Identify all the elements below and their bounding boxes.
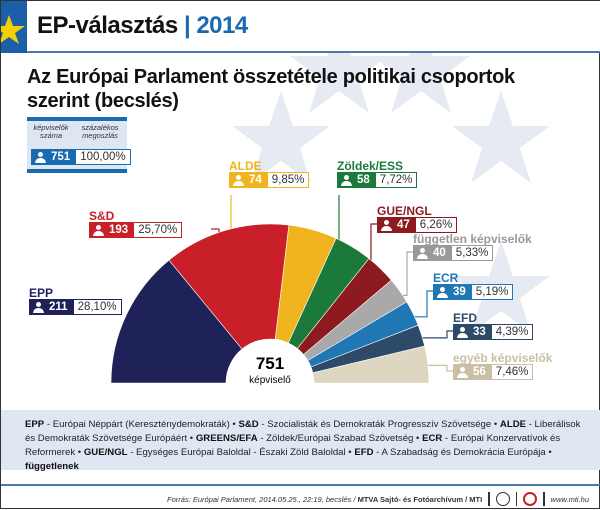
abbreviation-legend: EPP - Európai Néppárt (Kereszténydemokra… bbox=[1, 410, 600, 472]
person-icon bbox=[93, 224, 104, 236]
leader-line-6 bbox=[405, 290, 433, 318]
party-value-box: 40 5,33% bbox=[413, 245, 494, 261]
person-icon bbox=[457, 326, 468, 338]
leader-line-8 bbox=[419, 364, 453, 372]
key-box: képviselők száma százalékos megoszlás 75… bbox=[27, 117, 131, 173]
person-icon bbox=[417, 247, 428, 259]
party-name: független képviselők bbox=[413, 232, 532, 246]
eu-flag-icon bbox=[1, 1, 27, 53]
mti-logo-icon bbox=[523, 492, 538, 506]
source-line: Forrás: Európai Parlament, 2014.05.25., … bbox=[167, 492, 589, 506]
party-name: ALDE bbox=[229, 159, 262, 173]
header: EP-választás | 2014 bbox=[1, 1, 600, 53]
party-name: egyéb képviselők bbox=[453, 351, 553, 365]
party-value-box: 33 4,39% bbox=[453, 324, 534, 340]
person-icon bbox=[341, 174, 352, 186]
party-name: GUE/NGL bbox=[377, 204, 432, 218]
footer-divider bbox=[1, 484, 600, 486]
party-value-box: 211 28,10% bbox=[29, 299, 122, 315]
party-value-box: 58 7,72% bbox=[337, 172, 418, 188]
person-icon bbox=[381, 219, 392, 231]
party-name: EPP bbox=[29, 286, 54, 300]
party-value-box: 193 25,70% bbox=[89, 222, 183, 238]
center-label: képviselő bbox=[249, 375, 291, 386]
party-value-box: 56 7,46% bbox=[453, 364, 534, 380]
mtva-logo-icon bbox=[495, 492, 510, 506]
person-icon bbox=[457, 366, 468, 378]
chart-title: Az Európai Parlament összetétele politik… bbox=[27, 66, 515, 112]
party-name: EFD bbox=[453, 311, 477, 325]
person-icon bbox=[33, 301, 44, 313]
person-icon bbox=[233, 174, 244, 186]
party-value-box: 47 6,26% bbox=[377, 217, 458, 233]
party-name: ECR bbox=[433, 271, 459, 285]
party-name: S&D bbox=[89, 209, 115, 223]
person-icon bbox=[35, 151, 46, 163]
key-values: 751 100,00% bbox=[31, 149, 131, 165]
leader-line-7 bbox=[414, 330, 453, 339]
header-title: EP-választás | 2014 bbox=[37, 12, 248, 39]
center-label: 751 bbox=[256, 354, 284, 373]
party-value-box: 39 5,19% bbox=[433, 284, 514, 300]
party-name: Zöldek/ESS bbox=[337, 159, 404, 173]
person-icon bbox=[437, 286, 448, 298]
party-value-box: 74 9,85% bbox=[229, 172, 310, 188]
